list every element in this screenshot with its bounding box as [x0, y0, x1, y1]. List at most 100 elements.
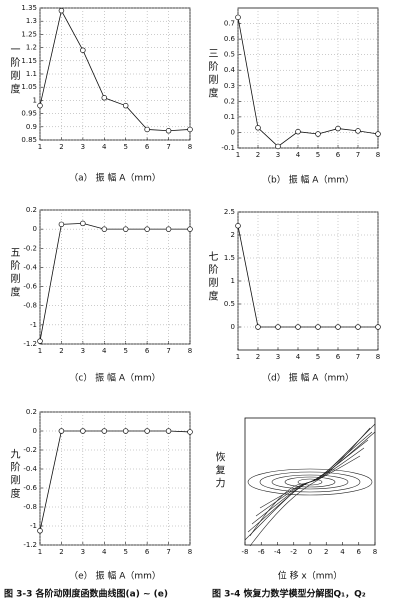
x-axis-label: （e） 振 幅 A（mm） — [69, 570, 161, 582]
y-tick-label: 0.2 — [224, 97, 235, 105]
data-point — [315, 131, 321, 137]
series-line — [39, 222, 190, 342]
x-tick-label: 4 — [102, 548, 107, 556]
y-tick-label: 1.2 — [26, 44, 37, 52]
x-tick-label: 3 — [276, 151, 280, 159]
x-tick-label: 5 — [316, 353, 320, 361]
x-tick-label: -2 — [290, 548, 297, 556]
data-point — [165, 428, 172, 434]
x-tick-label: 8 — [188, 347, 192, 355]
x-tick-label: 1 — [38, 548, 42, 556]
x-tick-label: 4 — [102, 347, 107, 355]
y-tick-label: 1 — [33, 96, 37, 104]
data-point — [101, 95, 108, 101]
y-tick-label: 0.9 — [26, 123, 37, 131]
y-tick-label: -0.6 — [23, 283, 37, 291]
y-tick-label: -0.4 — [23, 465, 37, 473]
y-tick-label: 1.35 — [21, 4, 37, 12]
data-point — [295, 324, 301, 330]
y-tick-label: 0 — [33, 427, 37, 435]
x-tick-label: 0 — [308, 548, 312, 556]
y-tick-label: 0.5 — [224, 51, 235, 59]
y-axis-label: 七 阶 刚 度 — [206, 251, 218, 302]
x-tick-label: 3 — [276, 353, 280, 361]
y-tick-label: 0.1 — [224, 113, 235, 121]
data-point — [275, 324, 281, 330]
series-line — [39, 430, 191, 531]
data-point — [187, 429, 193, 435]
x-tick-label: 3 — [81, 347, 85, 355]
y-tick-label: 0.5 — [224, 300, 235, 308]
x-tick-label: -8 — [242, 548, 249, 556]
x-tick-label: -6 — [258, 548, 266, 556]
x-tick-label: -4 — [274, 548, 282, 556]
data-point — [275, 143, 281, 150]
data-point — [315, 324, 321, 330]
x-tick-label: 2 — [59, 143, 63, 151]
y-tick-label: 1 — [231, 277, 235, 285]
y-tick-label: -1.2 — [23, 541, 37, 549]
y-tick-label: 2 — [231, 231, 235, 239]
x-tick-label: 8 — [188, 548, 192, 556]
y-tick-label: -0.2 — [23, 446, 37, 454]
data-point — [80, 220, 86, 227]
data-point — [255, 125, 261, 131]
x-tick-label: 6 — [336, 353, 341, 361]
y-tick-label: 0.4 — [224, 66, 236, 74]
x-tick-label: 4 — [102, 143, 107, 151]
x-tick-label: 8 — [188, 143, 192, 151]
caption: 图 3-3 各阶动刚度函数曲线图(a) ~ (e) — [4, 588, 168, 600]
x-tick-label: 6 — [336, 151, 341, 159]
x-tick-label: 1 — [38, 347, 42, 355]
x-tick-label: 7 — [356, 151, 360, 159]
data-point — [122, 226, 129, 232]
data-point — [187, 226, 193, 232]
x-tick-label: 3 — [81, 548, 85, 556]
y-axis-label: 恢 复 力 — [213, 450, 225, 488]
x-tick-label: 2 — [59, 548, 63, 556]
caption: 图 3-4 恢复力数学模型分解图Q₁，Q₂ — [212, 588, 366, 600]
y-tick-label: 0.2 — [26, 206, 37, 214]
data-point — [37, 338, 43, 344]
data-point — [255, 324, 261, 330]
data-point — [80, 47, 86, 53]
data-point — [101, 428, 108, 434]
x-tick-label: 7 — [166, 548, 170, 556]
y-axis-label: 五 阶 刚 度 — [8, 247, 20, 297]
y-tick-label: -0.1 — [221, 144, 235, 152]
x-tick-label: 2 — [256, 151, 260, 159]
x-axis-label: 位 移 x（mm） — [278, 570, 343, 582]
x-tick-label: 5 — [316, 151, 320, 159]
data-point — [187, 126, 193, 133]
x-tick-label: 1 — [38, 143, 42, 151]
y-tick-label: 0 — [231, 128, 235, 136]
data-point — [335, 125, 341, 132]
y-axis-label: 一 阶 刚 度 — [8, 44, 20, 94]
x-tick-label: 1 — [236, 353, 240, 361]
x-tick-label: 4 — [340, 548, 345, 556]
x-tick-label: 5 — [123, 143, 127, 151]
series-line — [237, 17, 379, 147]
x-tick-label: 8 — [376, 353, 380, 361]
y-tick-label: 1.1 — [26, 70, 37, 78]
y-tick-label: 1.25 — [21, 30, 37, 38]
y-tick-label: -0.6 — [23, 484, 37, 492]
x-tick-label: 4 — [296, 353, 301, 361]
x-tick-label: 7 — [356, 353, 360, 361]
y-tick-label: 1.3 — [26, 17, 37, 25]
data-point — [355, 324, 361, 330]
data-point — [375, 324, 381, 330]
x-tick-label: 5 — [123, 548, 127, 556]
x-tick-label: 6 — [357, 548, 362, 556]
data-point — [58, 221, 65, 228]
y-tick-label: 1.5 — [224, 254, 235, 262]
series-line — [39, 9, 191, 132]
x-axis-label: （d） 振 幅 A（mm） — [262, 372, 354, 384]
y-tick-label: -0.2 — [23, 244, 37, 252]
x-tick-label: 8 — [373, 548, 377, 556]
y-tick-label: 0 — [33, 225, 37, 233]
y-tick-label: 0.3 — [224, 82, 235, 90]
series-line — [237, 225, 378, 328]
x-tick-label: 6 — [145, 347, 150, 355]
